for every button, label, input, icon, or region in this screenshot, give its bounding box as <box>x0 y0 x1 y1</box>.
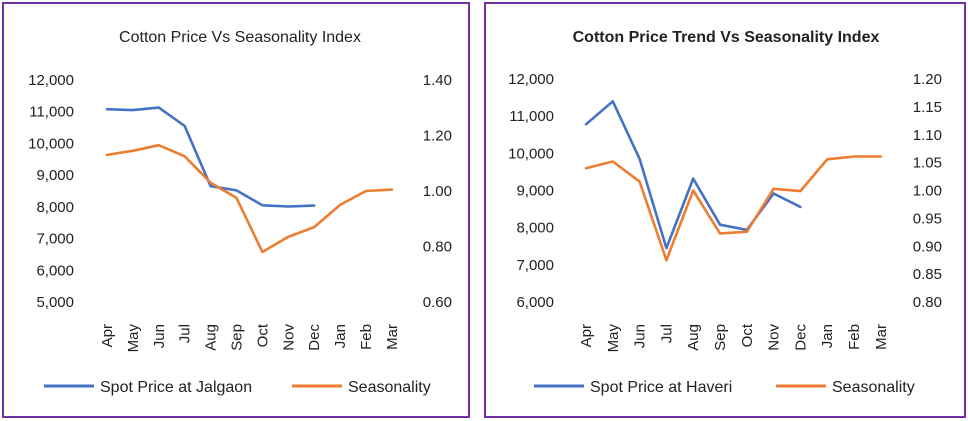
y2-tick-label: 0.80 <box>423 239 452 256</box>
y-tick-label: 8,000 <box>36 199 74 216</box>
x-tick-label: Jan <box>332 324 349 348</box>
x-tick-label: Oct <box>739 323 756 347</box>
y-tick-label: 11,000 <box>509 108 554 125</box>
y-tick-label: 7,000 <box>36 231 74 248</box>
y2-tick-label: 1.15 <box>913 99 942 116</box>
legend-label-price: Spot Price at Haveri <box>590 379 732 396</box>
x-tick-label: Nov <box>766 324 783 351</box>
x-tick-label: Jun <box>632 324 649 348</box>
y-tick-label: 7,000 <box>516 257 554 274</box>
x-tick-label: May <box>605 324 622 353</box>
y2-tick-label: 1.40 <box>423 72 452 89</box>
legend: Spot Price at Haveri Seasonality <box>534 379 915 396</box>
x-tick-label: Jul <box>658 324 675 343</box>
x-tick-label: Aug <box>203 324 220 351</box>
chart-left: Cotton Price Vs Seasonality Index 12,000… <box>28 29 452 396</box>
y-tick-label: 10,000 <box>28 135 74 152</box>
y-tick-label: 5,000 <box>36 294 74 311</box>
y-tick-label: 6,000 <box>516 294 554 311</box>
y-tick-label: 12,000 <box>28 72 74 89</box>
x-tick-label: May <box>125 324 142 353</box>
legend-label-price: Spot Price at Jalgaon <box>100 379 252 396</box>
chart-title: Cotton Price Trend Vs Seasonality Index <box>573 29 880 46</box>
chart-right: Cotton Price Trend Vs Seasonality Index … <box>508 29 942 396</box>
y2-tick-label: 1.00 <box>913 183 942 200</box>
y2-tick-label: 1.05 <box>913 155 942 172</box>
y-tick-label: 9,000 <box>36 167 74 184</box>
x-tick-label: Feb <box>358 324 375 350</box>
y2-tick-label: 0.85 <box>913 266 942 283</box>
x-tick-label: Mar <box>873 324 890 350</box>
x-tick-label: Sep <box>229 324 246 351</box>
legend: Spot Price at Jalgaon Seasonality <box>44 379 431 396</box>
x-tick-label: Apr <box>99 324 116 347</box>
y2-tick-label: 0.60 <box>423 294 452 311</box>
series-line-price <box>584 100 802 250</box>
y-tick-label: 10,000 <box>508 145 554 162</box>
chart-title: Cotton Price Vs Seasonality Index <box>119 29 361 46</box>
x-tick-label: Mar <box>384 324 401 350</box>
x-tick-label: Jan <box>819 324 836 348</box>
x-tick-label: Aug <box>685 324 702 351</box>
y2-tick-label: 1.00 <box>423 183 452 200</box>
legend-label-seasonality: Seasonality <box>348 379 431 396</box>
x-tick-label: Apr <box>578 324 595 347</box>
y-tick-label: 12,000 <box>508 71 554 88</box>
x-tick-label: Dec <box>306 324 323 351</box>
x-tick-label: Feb <box>846 324 863 350</box>
x-tick-label: Dec <box>792 324 809 351</box>
chart-panel-right: Cotton Price Trend Vs Seasonality Index … <box>484 2 966 418</box>
legend-label-seasonality: Seasonality <box>832 379 915 396</box>
y2-tick-label: 1.20 <box>913 71 942 88</box>
y-tick-label: 11,000 <box>29 104 74 121</box>
x-tick-label: Sep <box>712 324 729 351</box>
x-tick-label: Jun <box>151 324 168 348</box>
series-line-price <box>105 106 316 208</box>
y2-tick-label: 0.80 <box>913 294 942 311</box>
y2-tick-label: 0.90 <box>913 238 942 255</box>
chart-panel-left: Cotton Price Vs Seasonality Index 12,000… <box>2 2 470 418</box>
x-tick-label: Nov <box>280 324 297 351</box>
y2-tick-label: 1.10 <box>913 127 942 144</box>
x-tick-label: Jul <box>177 324 194 343</box>
series-line-seasonality <box>105 143 394 254</box>
series-line-seasonality <box>584 155 883 262</box>
y-tick-label: 6,000 <box>36 262 74 279</box>
y2-tick-label: 1.20 <box>423 128 452 145</box>
y2-tick-label: 0.95 <box>913 210 942 227</box>
y-tick-label: 8,000 <box>516 220 554 237</box>
x-tick-label: Oct <box>254 323 271 347</box>
y-tick-label: 9,000 <box>516 183 554 200</box>
